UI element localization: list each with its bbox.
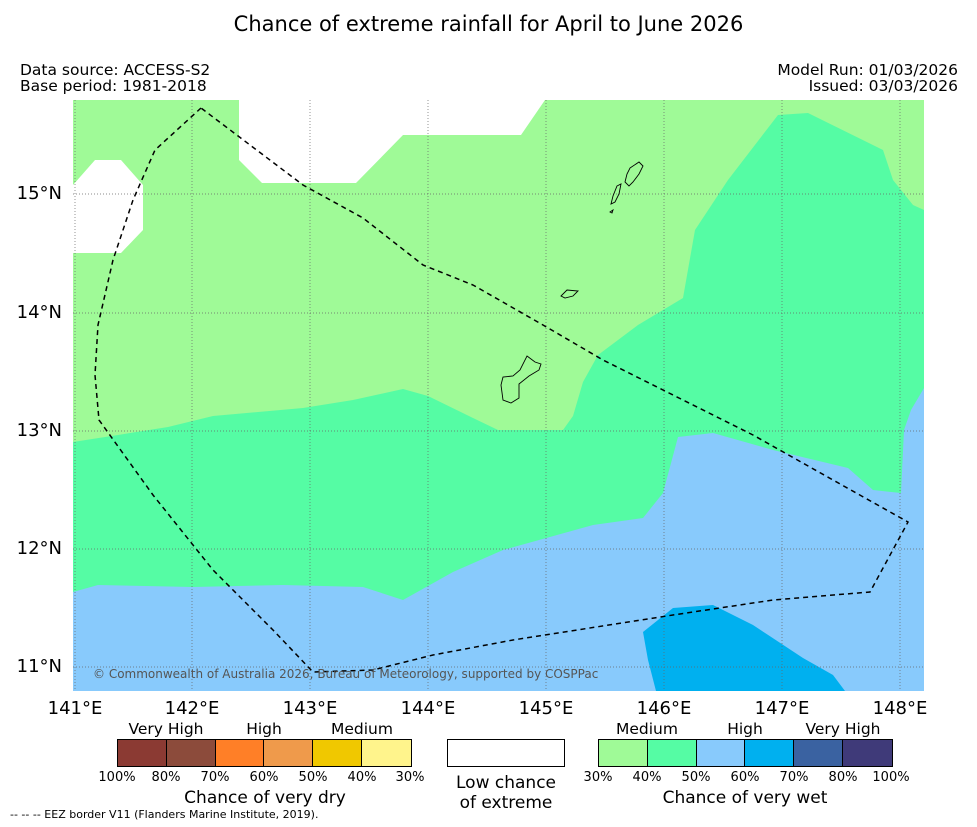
lat-tick-12n: 12°N bbox=[16, 538, 62, 559]
wet-cat-high: High bbox=[727, 720, 763, 738]
lon-tick-146e: 146°E bbox=[636, 698, 692, 719]
eez-footnote: -- -- -- EEZ border V11 (Flanders Marine… bbox=[10, 808, 319, 821]
low-chance-line2: of extreme bbox=[459, 793, 553, 813]
wet-pct: 70% bbox=[779, 770, 809, 785]
wet-pct: 40% bbox=[632, 770, 662, 785]
dry-pct: 40% bbox=[347, 770, 377, 785]
wet-colorbar bbox=[598, 739, 893, 767]
lon-tick-145e: 145°E bbox=[518, 698, 574, 719]
wet-pct: 100% bbox=[872, 770, 910, 785]
dry-cat-very-high: Very High bbox=[128, 720, 204, 738]
base-period: Base period: 1981-2018 bbox=[20, 77, 207, 95]
dry-swatch bbox=[362, 740, 411, 766]
lon-tick-141e: 141°E bbox=[47, 698, 103, 719]
region-low-chance-north bbox=[239, 100, 545, 183]
wet-swatch bbox=[794, 740, 844, 766]
wet-legend-title: Chance of very wet bbox=[662, 788, 828, 808]
guam-island bbox=[500, 355, 542, 404]
lat-tick-14n: 14°N bbox=[16, 302, 62, 323]
wet-swatch bbox=[745, 740, 795, 766]
dry-swatch bbox=[166, 740, 216, 766]
wet-swatch bbox=[647, 740, 697, 766]
meta-left: Data source: ACCESS-S2 Base period: 1981… bbox=[20, 62, 210, 94]
wet-pct: 50% bbox=[681, 770, 711, 785]
wet-pct: 60% bbox=[730, 770, 760, 785]
region-low-chance-west bbox=[73, 160, 143, 253]
lon-tick-148e: 148°E bbox=[872, 698, 928, 719]
lat-tick-13n: 13°N bbox=[16, 420, 62, 441]
dry-pct: 60% bbox=[249, 770, 279, 785]
rainfall-map[interactable] bbox=[73, 100, 924, 691]
dry-swatch bbox=[264, 740, 314, 766]
dry-legend-title: Chance of very dry bbox=[184, 788, 346, 808]
graticule bbox=[73, 100, 924, 691]
dry-pct: 70% bbox=[200, 770, 230, 785]
dry-colorbar bbox=[117, 739, 412, 767]
dry-swatch bbox=[313, 740, 363, 766]
low-chance-line1: Low chance bbox=[456, 773, 556, 793]
dry-pct: 80% bbox=[151, 770, 181, 785]
wet-cat-medium: Medium bbox=[616, 720, 678, 738]
lon-tick-143e: 143°E bbox=[282, 698, 338, 719]
dry-swatch bbox=[215, 740, 265, 766]
copyright-notice: © Commonwealth of Australia 2026, Bureau… bbox=[93, 667, 599, 681]
wet-pct: 30% bbox=[583, 770, 613, 785]
dry-pct: 100% bbox=[98, 770, 136, 785]
dry-cat-medium: Medium bbox=[331, 720, 393, 738]
aguijan-island bbox=[609, 208, 614, 214]
saipan-island bbox=[624, 161, 644, 187]
lon-tick-144e: 144°E bbox=[400, 698, 456, 719]
lon-tick-142e: 142°E bbox=[164, 698, 220, 719]
eez-border bbox=[94, 107, 910, 673]
rota-island bbox=[560, 289, 579, 299]
wet-swatch bbox=[599, 740, 648, 766]
tinian-island bbox=[610, 183, 622, 205]
region-very-high-chance bbox=[643, 605, 845, 691]
lat-tick-11n: 11°N bbox=[16, 656, 62, 677]
lon-tick-147e: 147°E bbox=[754, 698, 810, 719]
meta-right: Model Run: 01/03/2026 Issued: 03/03/2026 bbox=[777, 62, 958, 94]
dry-pct: 50% bbox=[298, 770, 328, 785]
page-title: Chance of extreme rainfall for April to … bbox=[233, 12, 744, 36]
dry-cat-high: High bbox=[246, 720, 282, 738]
wet-cat-very-high: Very High bbox=[805, 720, 881, 738]
issued-date: Issued: 03/03/2026 bbox=[808, 77, 958, 95]
data-source: Data source: ACCESS-S2 bbox=[20, 61, 211, 79]
low-chance-swatch bbox=[447, 739, 565, 767]
dry-swatch bbox=[118, 740, 167, 766]
wet-pct: 80% bbox=[828, 770, 858, 785]
lat-tick-15n: 15°N bbox=[16, 183, 62, 204]
dry-pct: 30% bbox=[395, 770, 425, 785]
wet-swatch bbox=[696, 740, 746, 766]
model-run: Model Run: 01/03/2026 bbox=[777, 61, 958, 79]
low-chance-label: Low chance of extreme bbox=[432, 773, 580, 813]
wet-swatch bbox=[843, 740, 892, 766]
